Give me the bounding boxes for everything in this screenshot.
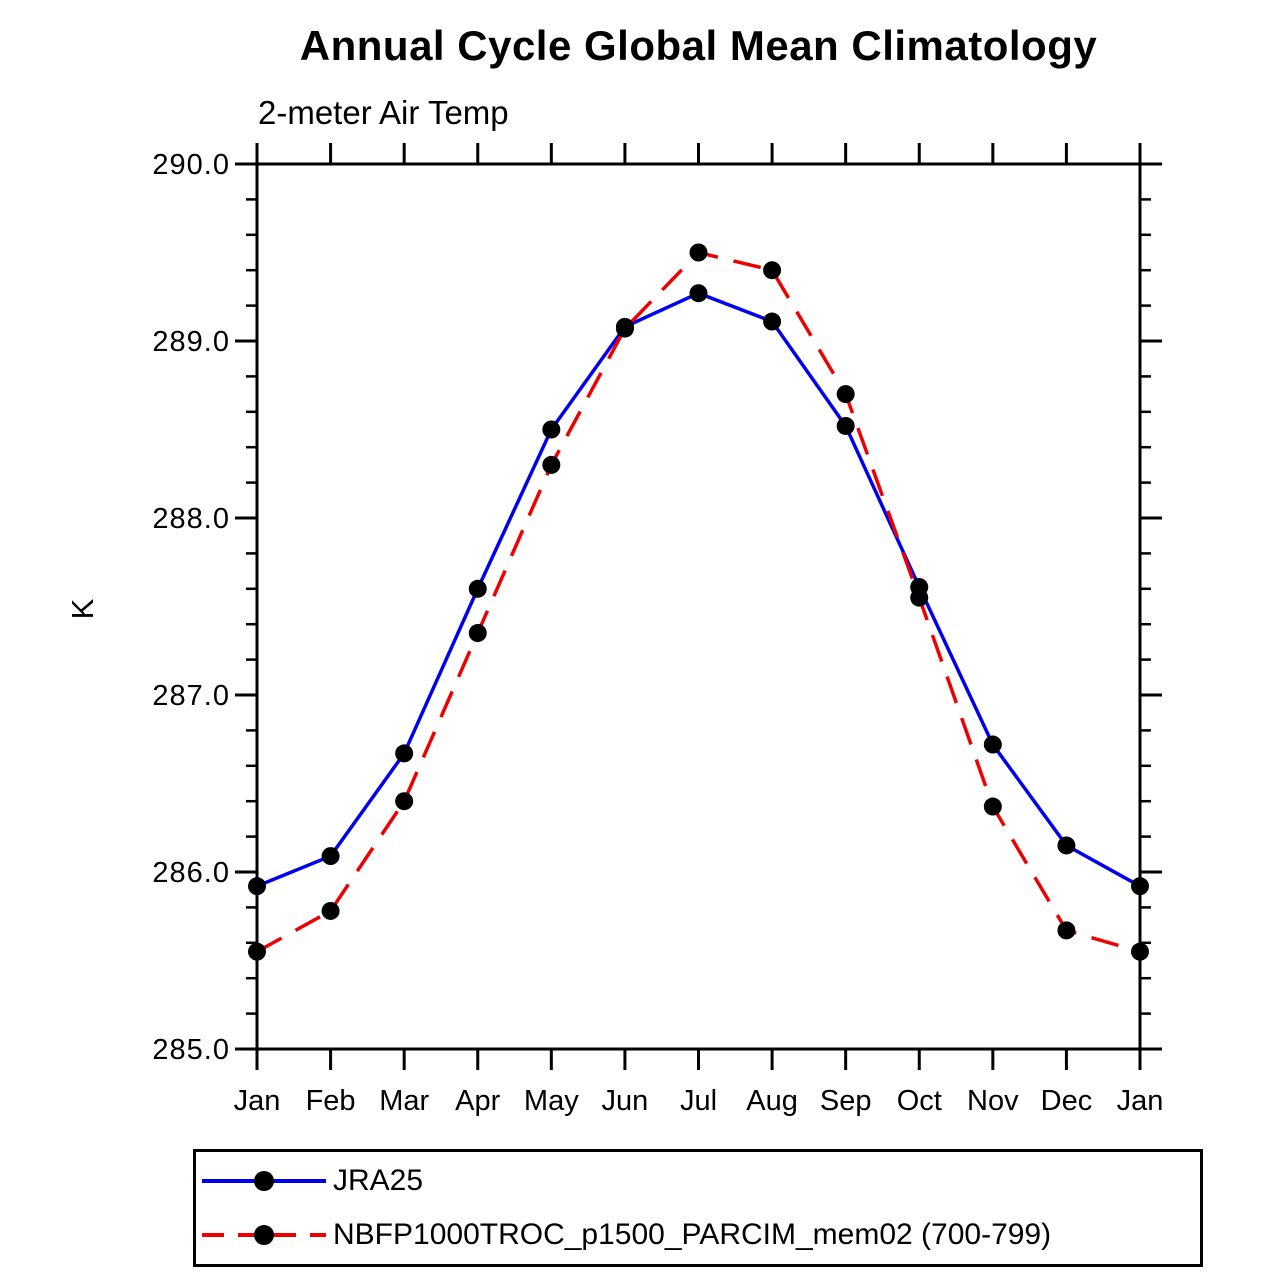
x-tick-label: Oct xyxy=(897,1085,942,1117)
series-marker-1 xyxy=(983,797,1002,816)
y-tick-label: 287.0 xyxy=(152,680,230,712)
legend-marker-dot xyxy=(254,1171,274,1191)
series-marker-0 xyxy=(983,735,1002,754)
series-marker-0 xyxy=(1057,836,1076,855)
legend-label: NBFP1000TROC_p1500_PARCIM_mem02 (700-799… xyxy=(333,1218,1052,1251)
series-marker-1 xyxy=(1131,942,1149,961)
series-marker-0 xyxy=(1131,877,1149,896)
x-tick-label: Jan xyxy=(1117,1085,1164,1117)
series-marker-0 xyxy=(836,416,855,435)
series-marker-1 xyxy=(836,385,855,404)
x-tick-label: Feb xyxy=(306,1085,356,1117)
plot-frame xyxy=(255,162,1142,1051)
y-tick-label: 289.0 xyxy=(152,326,230,358)
series-marker-1 xyxy=(1057,921,1076,940)
y-tick-label: 288.0 xyxy=(152,503,230,535)
series-marker-1 xyxy=(468,624,487,643)
series-marker-1 xyxy=(615,319,634,338)
series-marker-0 xyxy=(542,420,561,439)
series-marker-1 xyxy=(910,588,929,607)
legend-swatch-dashed-line xyxy=(202,1225,326,1245)
x-tick-label: Mar xyxy=(379,1085,429,1117)
x-tick-label: Jun xyxy=(602,1085,649,1117)
series-marker-1 xyxy=(321,901,340,920)
legend-swatch-solid-line xyxy=(202,1171,326,1191)
series-line-0 xyxy=(256,291,1141,888)
legend-label: JRA25 xyxy=(333,1164,424,1197)
series-marker-1 xyxy=(689,243,708,262)
legend-item-jra25: JRA25 xyxy=(200,1161,423,1201)
chart-title: Annual Cycle Global Mean Climatology xyxy=(299,22,1098,69)
x-tick-label: May xyxy=(524,1085,579,1117)
x-tick-label: Apr xyxy=(455,1085,500,1117)
series-marker-0 xyxy=(468,579,487,598)
series-marker-0 xyxy=(395,744,414,763)
series-marker-1 xyxy=(395,792,414,811)
series-marker-1 xyxy=(763,261,782,280)
y-tick-label: 290.0 xyxy=(152,149,230,181)
series-marker-1 xyxy=(248,942,266,961)
x-tick-label: Dec xyxy=(1041,1085,1093,1117)
series-marker-0 xyxy=(689,284,708,303)
x-tick-label: Sep xyxy=(820,1085,872,1117)
legend-item-nbfp: NBFP1000TROC_p1500_PARCIM_mem02 (700-799… xyxy=(200,1215,1051,1255)
y-tick-label: 286.0 xyxy=(152,857,230,889)
x-tick-label: Nov xyxy=(967,1085,1019,1117)
y-tick-label: 285.0 xyxy=(152,1034,230,1066)
series-line-1 xyxy=(256,250,1141,954)
x-tick-label: Jul xyxy=(680,1085,717,1117)
series-marker-0 xyxy=(321,847,340,866)
x-tick-label: Aug xyxy=(746,1085,798,1117)
series-marker-1 xyxy=(542,455,561,474)
series-marker-0 xyxy=(763,312,782,331)
chart-subtitle: 2-meter Air Temp xyxy=(258,94,509,131)
x-tick-label: Jan xyxy=(234,1085,281,1117)
legend: JRA25 NBFP1000TROC_p1500_PARCIM_mem02 (7… xyxy=(193,1149,1203,1267)
series-marker-0 xyxy=(248,877,266,896)
legend-marker-dot xyxy=(254,1225,274,1245)
